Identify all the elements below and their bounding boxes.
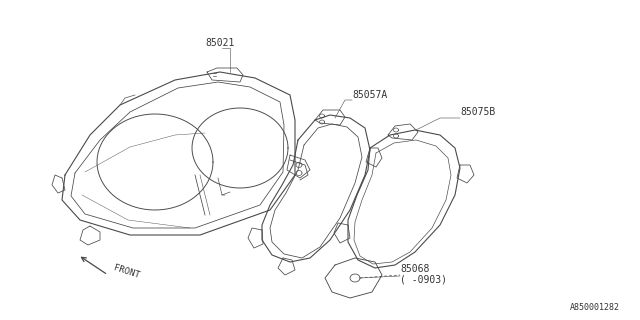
Text: 85075B: 85075B xyxy=(460,107,495,117)
Text: 85068: 85068 xyxy=(400,264,429,274)
Text: 85057A: 85057A xyxy=(352,90,387,100)
Text: A850001282: A850001282 xyxy=(570,303,620,312)
Text: ( -0903): ( -0903) xyxy=(400,274,447,284)
Text: 85021: 85021 xyxy=(205,38,234,48)
Text: FRONT: FRONT xyxy=(112,263,140,280)
